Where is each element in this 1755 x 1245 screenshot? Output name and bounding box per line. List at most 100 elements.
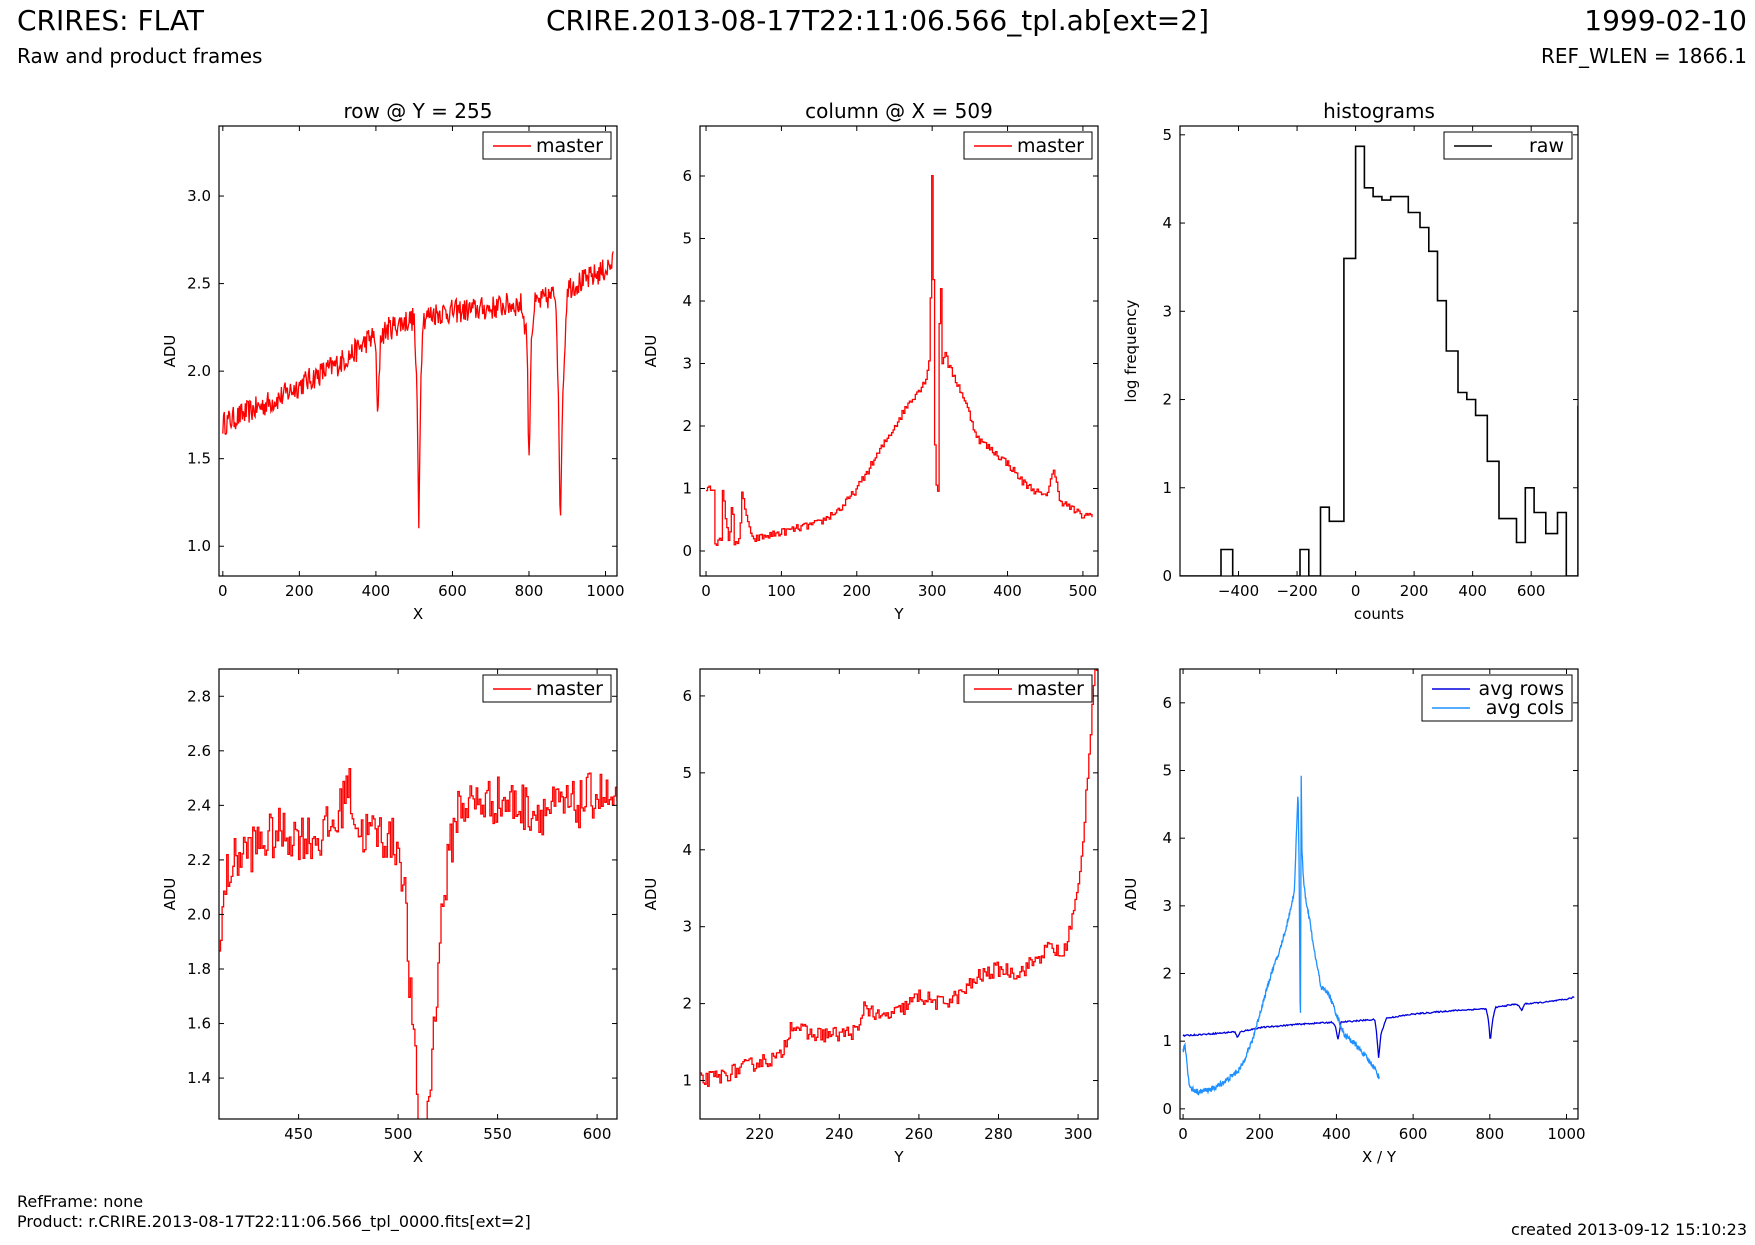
y-tick-label: 0 <box>1162 1100 1172 1118</box>
series-avg-cols <box>1182 775 1381 1096</box>
x-tick-label: 450 <box>284 1125 313 1143</box>
chart-title: row @ Y = 255 <box>344 99 493 123</box>
y-tick-label: 1 <box>682 1072 692 1090</box>
y-tick-label: 1 <box>1162 1032 1172 1050</box>
y-tick-label: 1 <box>682 480 692 498</box>
y-tick-label: 3 <box>682 918 692 936</box>
legend-entry: master <box>536 678 603 700</box>
y-tick-label: 1.5 <box>187 450 211 468</box>
x-tick-label: 400 <box>993 582 1022 600</box>
y-axis-label: log frequency <box>1122 299 1140 402</box>
x-tick-label: 400 <box>362 582 391 600</box>
legend-entry: master <box>1017 135 1084 157</box>
chart-averages: 0 200 400 600 800 1000 0 1 2 3 4 5 6 X / Y ADU avg rows… <box>1122 668 1586 1166</box>
legend: master <box>482 131 612 160</box>
y-tick-label: 2 <box>682 417 692 435</box>
chart-column: 0 100 200 300 400 500 0 1 2 3 4 5 6 column @ X = 509 Y… <box>642 99 1099 623</box>
y-axis-label: ADU <box>161 878 179 911</box>
x-tick-label: 400 <box>1322 1125 1351 1143</box>
y-tick-label: 1.8 <box>187 960 211 978</box>
created-timestamp: created 2013-09-12 15:10:23 <box>1511 1220 1747 1239</box>
x-tick-label: 300 <box>1064 1125 1093 1143</box>
chart-row-zoom: 450 500 550 600 1.4 1.6 1.8 2.0 2.2 2.4 2.6 2.8 X ADU… <box>161 668 618 1166</box>
x-tick-label: 600 <box>1399 1125 1428 1143</box>
y-tick-label: 0 <box>682 542 692 560</box>
y-tick-label: 3 <box>1162 302 1172 320</box>
x-tick-label: 0 <box>701 582 711 600</box>
y-axis-label: ADU <box>1122 878 1140 911</box>
plot-frame <box>1179 125 1579 577</box>
x-tick-label: −200 <box>1276 582 1317 600</box>
chart-title: column @ X = 509 <box>805 99 993 123</box>
chart-row: 0 200 400 600 800 1000 1.0 1.5 2.0 2.5 3.0 row @ Y … <box>161 99 625 623</box>
y-axis-label: ADU <box>161 335 179 368</box>
x-axis-label: X <box>413 1148 423 1166</box>
x-axis-label: X <box>413 605 423 623</box>
series-avg-rows <box>1182 996 1575 1058</box>
x-tick-label: 600 <box>438 582 467 600</box>
x-tick-label: 1000 <box>586 582 624 600</box>
x-tick-label: 0 <box>1178 1125 1188 1143</box>
x-tick-label: 240 <box>825 1125 854 1143</box>
ref-wlen: REF_WLEN = 1866.1 <box>1540 44 1747 68</box>
y-tick-label: 2.6 <box>187 742 211 760</box>
y-tick-label: 2.0 <box>187 905 211 923</box>
y-tick-label: 1.0 <box>187 537 211 555</box>
y-tick-label: 5 <box>682 230 692 248</box>
x-tick-label: 500 <box>384 1125 413 1143</box>
x-tick-label: 100 <box>767 582 796 600</box>
legend-entry: raw <box>1529 135 1564 157</box>
y-tick-label: 5 <box>1162 762 1172 780</box>
plot-frame <box>1179 668 1579 1120</box>
y-axis-label: ADU <box>642 335 660 368</box>
x-tick-label: 280 <box>984 1125 1013 1143</box>
y-tick-label: 3 <box>682 355 692 373</box>
y-tick-label: 1.4 <box>187 1069 211 1087</box>
y-tick-label: 5 <box>1162 126 1172 144</box>
x-tick-label: 600 <box>583 1125 612 1143</box>
y-tick-label: 4 <box>682 292 692 310</box>
legend-entry: master <box>536 135 603 157</box>
x-tick-label: 550 <box>483 1125 512 1143</box>
series-master <box>222 251 614 529</box>
x-axis-label: X / Y <box>1362 1148 1397 1166</box>
page-subtitle: Raw and product frames <box>17 44 263 68</box>
x-tick-label: 200 <box>1400 582 1429 600</box>
y-tick-label: 2.8 <box>187 687 211 705</box>
file-title: CRIRE.2013-08-17T22:11:06.566_tpl.ab[ext… <box>545 4 1209 37</box>
y-tick-label: 5 <box>682 764 692 782</box>
y-tick-label: 2 <box>682 995 692 1013</box>
y-tick-label: 2 <box>1162 965 1172 983</box>
x-tick-label: −400 <box>1218 582 1259 600</box>
series-master <box>706 175 1093 546</box>
y-tick-label: 4 <box>1162 214 1172 232</box>
x-tick-label: 500 <box>1069 582 1098 600</box>
legend: master <box>963 131 1093 160</box>
x-axis-label: Y <box>893 605 904 623</box>
y-tick-label: 4 <box>1162 829 1172 847</box>
x-tick-label: 1000 <box>1547 1125 1585 1143</box>
y-tick-label: 4 <box>682 841 692 859</box>
y-axis-label: ADU <box>642 878 660 911</box>
legend-entry: avg rows <box>1479 678 1564 700</box>
x-tick-label: 0 <box>218 582 228 600</box>
series-master <box>700 669 1098 1088</box>
y-tick-label: 1.6 <box>187 1015 211 1033</box>
x-axis-label: counts <box>1354 605 1404 623</box>
legend-entry: master <box>1017 678 1084 700</box>
y-tick-label: 2 <box>1162 391 1172 409</box>
legend: raw <box>1443 131 1573 160</box>
x-tick-label: 800 <box>515 582 544 600</box>
x-tick-label: 800 <box>1475 1125 1504 1143</box>
y-tick-label: 2.4 <box>187 796 211 814</box>
y-tick-label: 3 <box>1162 897 1172 915</box>
y-tick-label: 1 <box>1162 479 1172 497</box>
page-title: CRIRES: FLAT <box>17 4 204 37</box>
series-master <box>219 767 617 1119</box>
plot-frame <box>218 125 618 577</box>
y-tick-label: 3.0 <box>187 187 211 205</box>
x-tick-label: 200 <box>285 582 314 600</box>
y-tick-label: 6 <box>682 687 692 705</box>
x-tick-label: 260 <box>905 1125 934 1143</box>
